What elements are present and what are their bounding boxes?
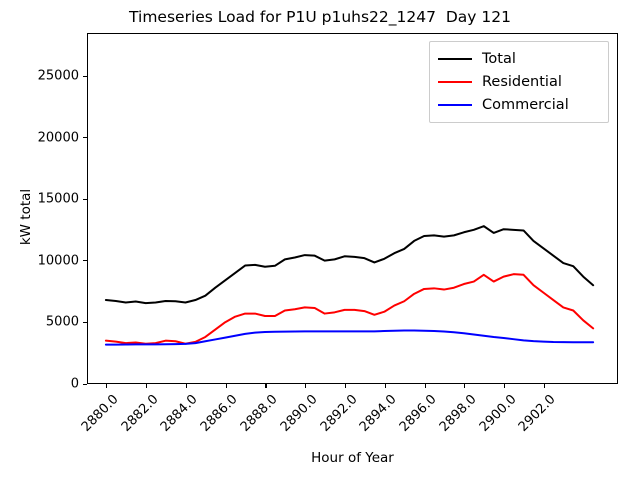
y-axis-tick-label: 5000	[45, 314, 79, 330]
y-axis-tick-label: 15000	[37, 191, 79, 207]
y-axis-tick-mark	[83, 260, 87, 262]
x-axis-tick-label: 2886.0	[198, 392, 241, 435]
legend-line-swatch	[438, 57, 472, 60]
x-axis-tick-label: 2888.0	[237, 392, 281, 435]
y-axis-tick-label: 20000	[37, 130, 79, 146]
x-axis-tick-mark	[504, 384, 506, 388]
x-axis-tick-mark	[543, 384, 545, 388]
x-axis-tick-label: 2902.0	[516, 392, 560, 435]
y-axis-tick-label: 10000	[37, 253, 79, 269]
legend-entry-total: Total	[438, 47, 600, 70]
line-series-commercial	[104, 329, 595, 346]
chart-legend: Total Residential Commercial	[429, 41, 609, 123]
x-axis-tick-mark	[106, 384, 108, 388]
x-axis-tick-label: 2898.0	[436, 392, 480, 435]
x-axis-tick-mark	[384, 384, 386, 388]
y-axis-tick-mark	[83, 321, 87, 323]
x-axis-tick-label: 2884.0	[158, 392, 202, 435]
line-series-residential	[104, 273, 595, 345]
x-axis-tick-mark	[185, 384, 188, 388]
legend-line-swatch	[438, 80, 472, 83]
y-axis-tick-label: 25000	[37, 68, 79, 84]
x-axis-tick-mark	[464, 384, 466, 388]
line-series-total	[104, 225, 595, 305]
x-axis-tick-mark	[345, 384, 347, 388]
x-axis-tick-label: 2892.0	[317, 392, 361, 435]
y-axis-tick-mark	[83, 75, 87, 77]
x-axis-tick-label: 2880.0	[78, 392, 122, 435]
legend-label: Commercial	[482, 96, 569, 113]
legend-line-swatch	[438, 103, 472, 106]
y-axis-tick-mark	[83, 383, 87, 385]
data-lines	[104, 225, 595, 346]
y-axis-tick-mark	[83, 137, 87, 139]
legend-entry-commercial: Commercial	[438, 93, 600, 116]
chart-title: Timeseries Load for P1U p1uhs22_1247 Day…	[129, 8, 511, 26]
x-axis-tick-label: 2882.0	[118, 392, 162, 435]
x-axis-tick-mark	[225, 384, 227, 388]
x-axis-tick-mark	[146, 384, 148, 388]
x-axis-tick-label: 2894.0	[357, 392, 400, 435]
legend-entry-residential: Residential	[438, 70, 600, 93]
x-axis-tick-mark	[305, 384, 307, 388]
x-axis-tick-mark	[265, 384, 267, 388]
x-axis-label: Hour of Year	[311, 450, 394, 466]
x-axis-tick-label: 2890.0	[277, 392, 321, 435]
x-axis-tick-label: 2900.0	[476, 392, 520, 435]
legend-label: Residential	[482, 73, 562, 90]
y-axis-tick-label: 0	[70, 376, 79, 392]
x-axis-tick-mark	[424, 384, 426, 388]
y-axis-tick-mark	[83, 198, 87, 200]
legend-label: Total	[482, 50, 516, 67]
x-axis-tick-label: 2896.0	[396, 392, 440, 435]
